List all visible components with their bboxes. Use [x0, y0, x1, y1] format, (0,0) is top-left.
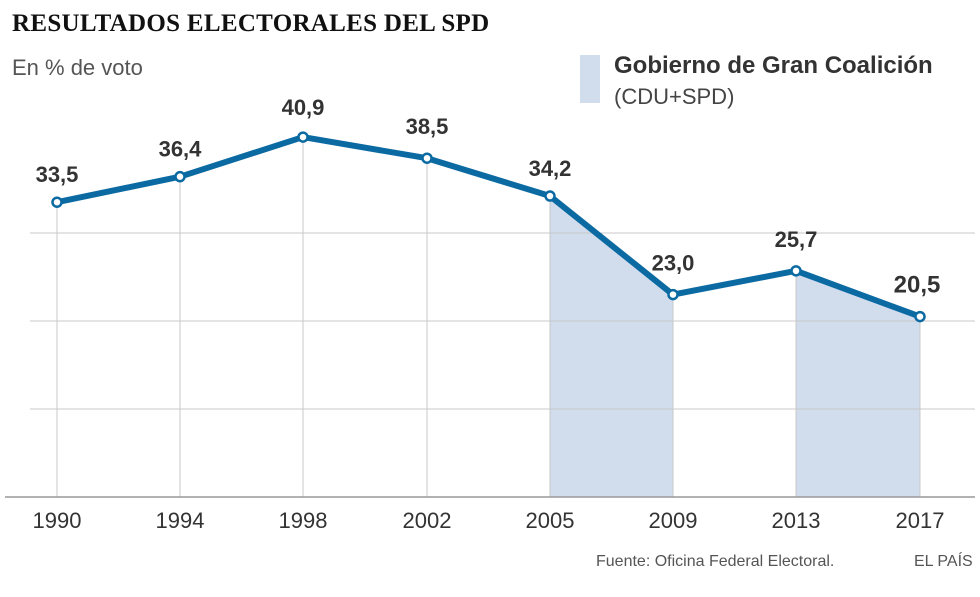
source-note: Fuente: Oficina Federal Electoral. — [596, 553, 835, 570]
data-label-1998: 40,9 — [282, 95, 325, 120]
x-tick-label-2009: 2009 — [649, 508, 698, 533]
data-label-2009: 23,0 — [652, 251, 695, 276]
data-point-2005 — [544, 190, 556, 202]
data-point-1998 — [297, 131, 309, 143]
shaded-period-2013-2017 — [796, 270, 920, 497]
data-point-2017 — [914, 310, 926, 323]
legend-title: Gobierno de Gran Coalición — [614, 52, 933, 79]
data-point-2009 — [667, 288, 679, 301]
data-label-2002: 38,5 — [406, 114, 449, 139]
chart-subtitle: En % de voto — [12, 55, 143, 80]
x-tick-label-2013: 2013 — [772, 508, 821, 533]
data-label-2017: 20,5 — [894, 272, 941, 299]
chart-title: RESULTADOS ELECTORALES DEL SPD — [12, 10, 490, 37]
data-label-1990: 33,5 — [36, 162, 79, 187]
x-tick-label-1998: 1998 — [279, 508, 328, 533]
x-tick-label-1990: 1990 — [33, 508, 82, 533]
shaded-period-2005-2009 — [550, 196, 673, 498]
series-line-spd — [54, 134, 923, 320]
legend-swatch — [580, 55, 600, 103]
data-label-2013: 25,7 — [775, 227, 818, 252]
data-point-1994 — [174, 170, 186, 183]
x-tick-label-2005: 2005 — [526, 508, 575, 533]
data-label-1994: 36,4 — [159, 137, 203, 162]
brand-credit: EL PAÍS — [914, 553, 973, 570]
data-point-2002 — [421, 152, 433, 164]
data-point-2013 — [790, 265, 802, 277]
legend-subtitle: (CDU+SPD) — [614, 84, 735, 109]
data-point-1990 — [51, 196, 63, 208]
x-tick-label-2002: 2002 — [403, 508, 452, 533]
x-tick-label-2017: 2017 — [896, 508, 945, 533]
data-label-2005: 34,2 — [529, 156, 572, 181]
x-tick-label-1994: 1994 — [156, 508, 205, 533]
